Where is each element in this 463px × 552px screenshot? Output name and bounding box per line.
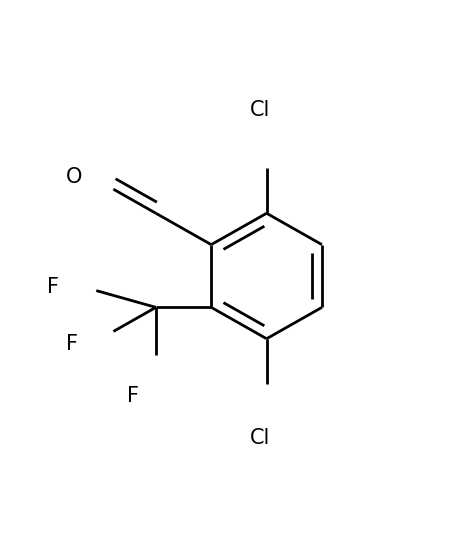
Text: O: O — [66, 167, 82, 187]
Text: F: F — [66, 335, 78, 354]
Text: F: F — [126, 386, 138, 406]
Text: F: F — [47, 277, 59, 296]
Text: Cl: Cl — [249, 428, 269, 448]
Text: Cl: Cl — [249, 100, 269, 120]
